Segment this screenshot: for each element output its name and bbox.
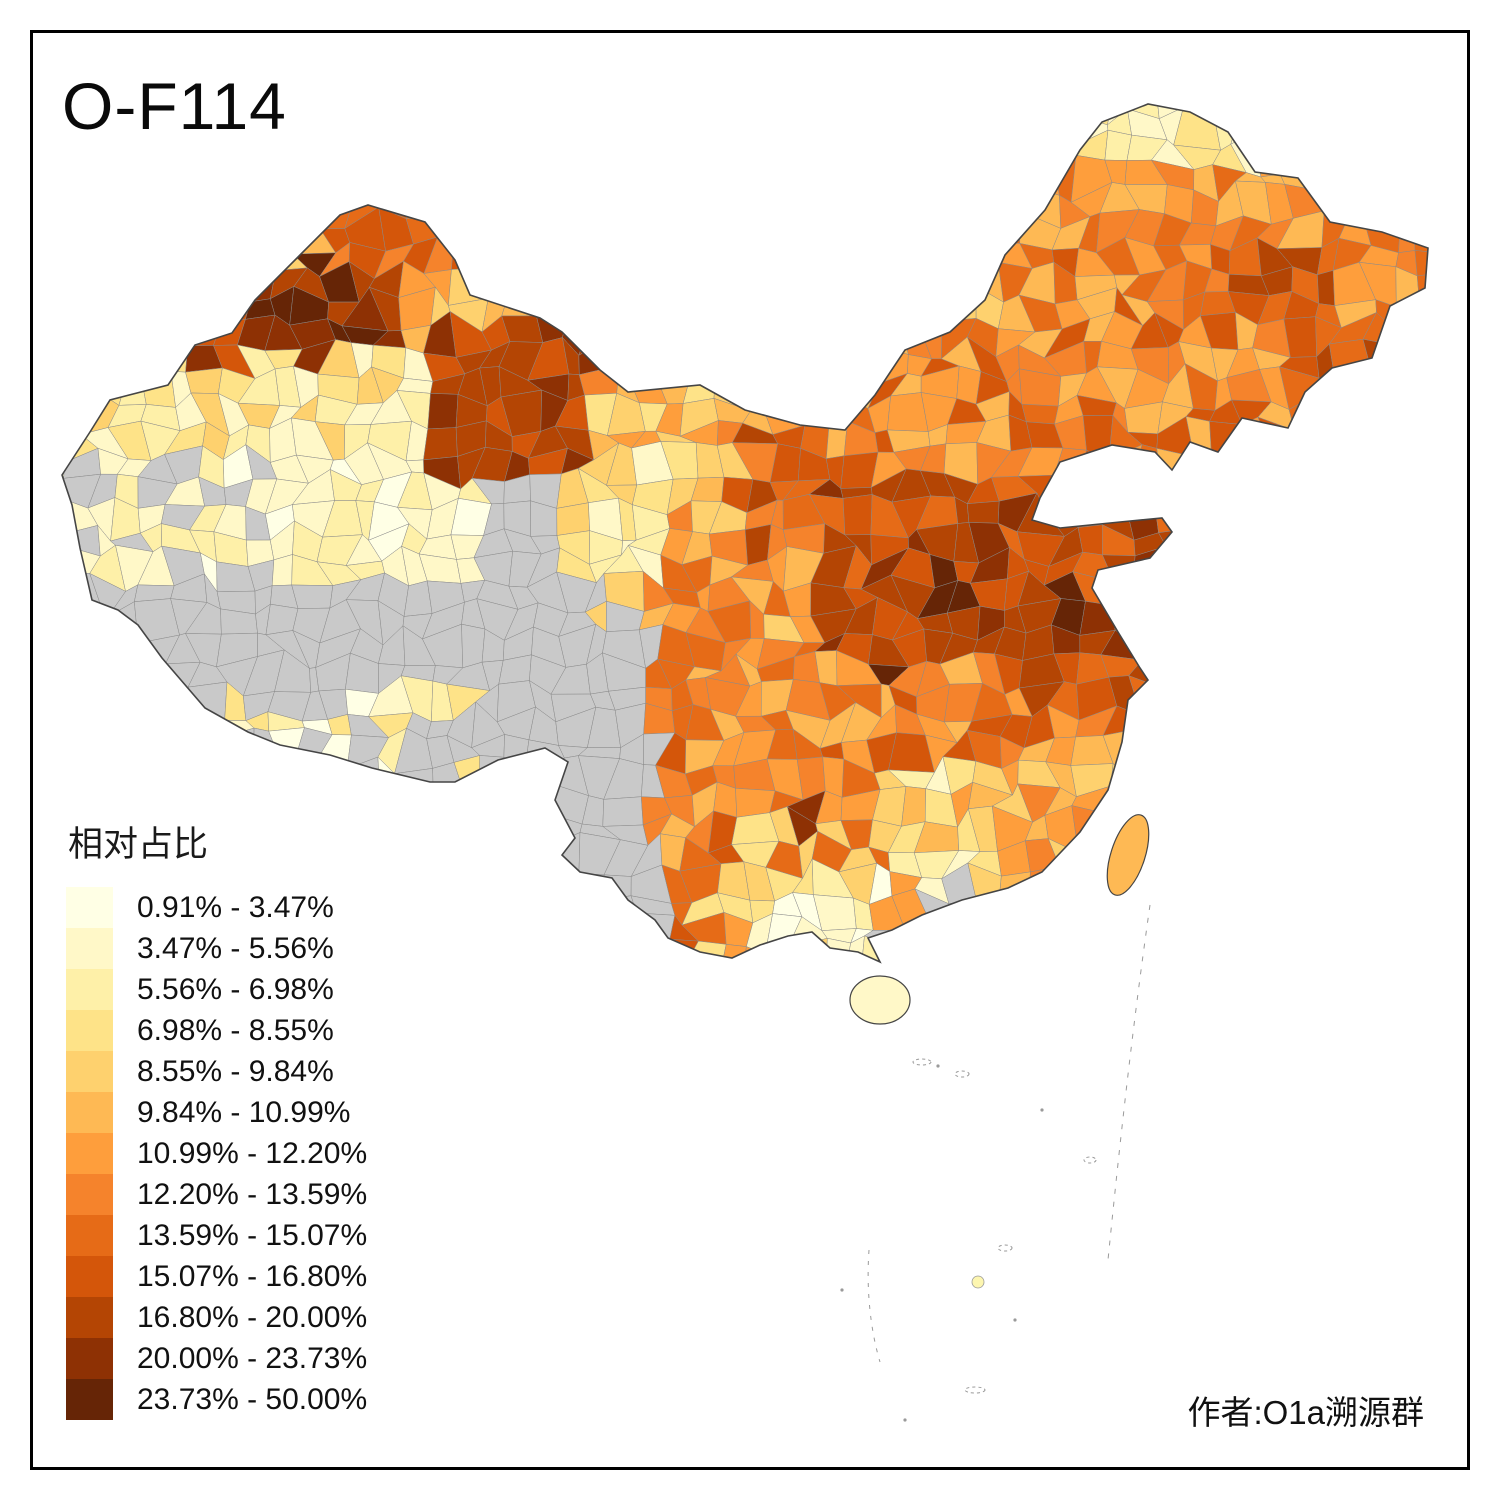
taiwan-island bbox=[1106, 814, 1150, 896]
legend-label: 0.91% - 3.47% bbox=[137, 890, 334, 924]
legend-label: 6.98% - 8.55% bbox=[137, 1013, 334, 1047]
legend-swatch bbox=[66, 887, 113, 928]
legend-label: 5.56% - 6.98% bbox=[137, 972, 334, 1006]
author-credit: 作者:O1a溯源群 bbox=[1187, 1394, 1424, 1431]
legend-item: 23.73% - 50.00% bbox=[66, 1379, 367, 1420]
legend-item: 6.98% - 8.55% bbox=[66, 1010, 367, 1051]
legend-label: 23.73% - 50.00% bbox=[137, 1382, 368, 1416]
legend-label: 10.99% - 12.20% bbox=[137, 1136, 368, 1170]
legend-swatch bbox=[66, 1174, 113, 1215]
hainan-island bbox=[849, 975, 911, 1025]
legend-label: 15.07% - 16.80% bbox=[137, 1259, 368, 1293]
legend-label: 9.84% - 10.99% bbox=[137, 1095, 351, 1129]
legend: 相对占比 0.91% - 3.47% 3.47% - 5.56% 5.56% - 6… bbox=[66, 816, 367, 1420]
legend-items: 0.91% - 3.47% 3.47% - 5.56% 5.56% - 6.98% 6… bbox=[66, 887, 367, 1420]
legend-label: 20.00% - 23.73% bbox=[137, 1341, 368, 1375]
legend-item: 20.00% - 23.73% bbox=[66, 1338, 367, 1379]
legend-label: 16.80% - 20.00% bbox=[137, 1300, 368, 1334]
legend-swatch bbox=[66, 1256, 113, 1297]
legend-swatch bbox=[66, 1051, 113, 1092]
legend-item: 13.59% - 15.07% bbox=[66, 1215, 367, 1256]
china-outline bbox=[61, 103, 1429, 964]
legend-swatch bbox=[66, 1010, 113, 1051]
legend-swatch bbox=[66, 1297, 113, 1338]
legend-item: 0.91% - 3.47% bbox=[66, 887, 367, 928]
legend-item: 8.55% - 9.84% bbox=[66, 1051, 367, 1092]
legend-swatch bbox=[66, 1133, 113, 1174]
legend-item: 16.80% - 20.00% bbox=[66, 1297, 367, 1338]
legend-swatch bbox=[66, 1215, 113, 1256]
legend-swatch bbox=[66, 969, 113, 1010]
legend-swatch bbox=[66, 1379, 113, 1420]
south-china-sea-islands bbox=[840, 904, 1151, 1422]
legend-swatch bbox=[66, 1338, 113, 1379]
legend-label: 12.20% - 13.59% bbox=[137, 1177, 368, 1211]
legend-item: 5.56% - 6.98% bbox=[66, 969, 367, 1010]
legend-swatch bbox=[66, 1092, 113, 1133]
legend-item: 15.07% - 16.80% bbox=[66, 1256, 367, 1297]
legend-label: 8.55% - 9.84% bbox=[137, 1054, 334, 1088]
page-title: O-F114 bbox=[62, 69, 287, 143]
legend-item: 12.20% - 13.59% bbox=[66, 1174, 367, 1215]
legend-label: 3.47% - 5.56% bbox=[137, 931, 334, 965]
legend-item: 9.84% - 10.99% bbox=[66, 1092, 367, 1133]
legend-label: 13.59% - 15.07% bbox=[137, 1218, 368, 1252]
legend-item: 10.99% - 12.20% bbox=[66, 1133, 367, 1174]
legend-item: 3.47% - 5.56% bbox=[66, 928, 367, 969]
legend-swatch bbox=[66, 928, 113, 969]
legend-title: 相对占比 bbox=[68, 825, 209, 864]
